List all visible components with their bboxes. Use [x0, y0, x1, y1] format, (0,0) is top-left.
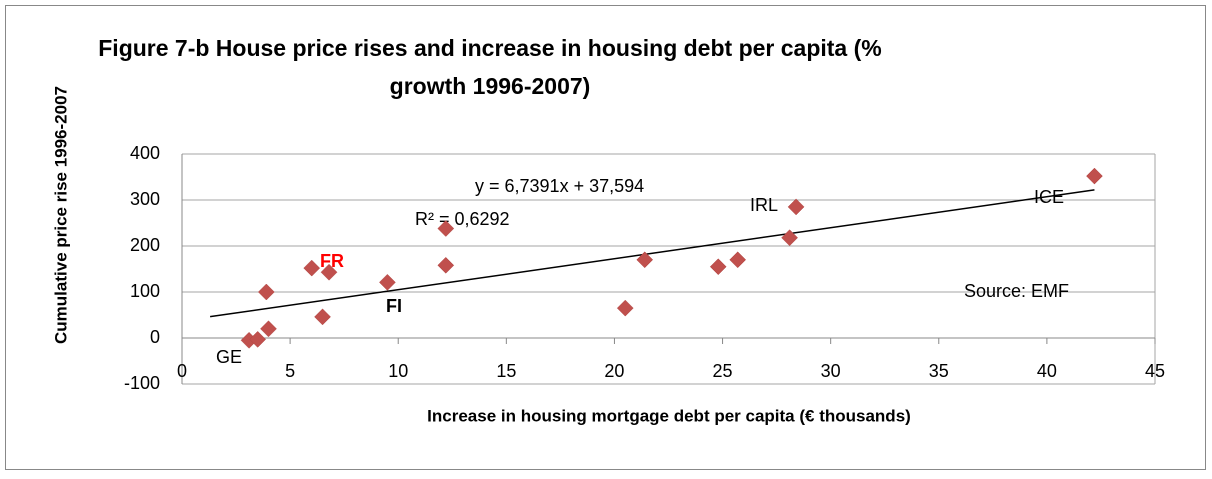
point-label: GE: [216, 347, 242, 367]
point: [249, 331, 267, 348]
x-tick-label: 25: [713, 361, 733, 381]
y-tick-label: 200: [130, 235, 160, 255]
point: [787, 198, 805, 216]
chart-frame: [5, 5, 1206, 470]
point: [1086, 167, 1103, 185]
x-tick-label: 0: [177, 361, 187, 381]
y-tick-label: 300: [130, 189, 160, 209]
point: [437, 256, 455, 274]
point: [616, 299, 634, 317]
y-axis-label: Cumulative price rise 1996-2007: [51, 86, 70, 344]
source-note: Source: EMF: [964, 281, 1069, 301]
point-label: FI: [386, 296, 402, 316]
point: [260, 320, 277, 338]
point: [379, 273, 396, 291]
x-tick-label: 35: [929, 361, 949, 381]
point: [320, 263, 338, 281]
point: [314, 308, 331, 326]
point: [303, 259, 321, 277]
point: [781, 229, 798, 247]
point: [709, 258, 727, 276]
y-tick-label: 0: [150, 327, 160, 347]
trend-r-squared: R² = 0,6292: [415, 209, 510, 229]
x-tick-label: 40: [1037, 361, 1057, 381]
x-tick-label: 5: [285, 361, 295, 381]
point: [257, 283, 275, 301]
trendline: [210, 189, 1095, 318]
y-tick-label: 100: [130, 281, 160, 301]
x-tick-label: 10: [388, 361, 408, 381]
x-tick-label: 30: [821, 361, 841, 381]
x-tick-label: 20: [604, 361, 624, 381]
y-tick-label: -100: [124, 373, 160, 393]
trend-equation: y = 6,7391x + 37,594: [475, 176, 644, 196]
point: [437, 220, 455, 237]
point-label: ICE: [1034, 187, 1064, 207]
point-label: FR: [320, 251, 344, 271]
y-tick-label: 400: [130, 143, 160, 163]
point-label: IRL: [750, 195, 778, 215]
point: [636, 251, 654, 269]
x-tick-label: 15: [496, 361, 516, 381]
chart-title: growth 1996-2007): [390, 73, 591, 99]
point: [729, 251, 747, 269]
chart-title: Figure 7-b House price rises and increas…: [98, 35, 881, 61]
x-axis-label: Increase in housing mortgage debt per ca…: [427, 406, 911, 425]
x-tick-label: 45: [1145, 361, 1165, 381]
